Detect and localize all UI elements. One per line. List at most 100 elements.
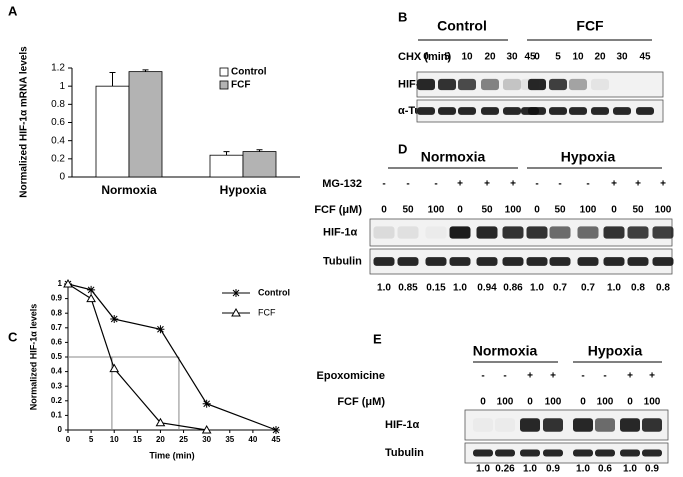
blot-band	[495, 449, 515, 457]
blot-band	[543, 418, 563, 432]
marker	[63, 278, 73, 288]
blot-band	[627, 226, 649, 239]
group-label: Hypoxia	[588, 343, 643, 359]
condition-label: MG-132	[322, 178, 362, 190]
blot-band	[577, 257, 599, 266]
blot-band	[627, 257, 649, 266]
panel-letter: E	[373, 331, 382, 346]
blot-band	[569, 107, 587, 115]
blot-band	[438, 107, 456, 115]
bar	[242, 151, 277, 178]
lane-label: 0	[423, 52, 429, 63]
x-tick-label: 45	[272, 435, 281, 444]
lane-label: 0	[627, 397, 633, 408]
lane-label: +	[510, 179, 516, 190]
legend-label: FCF	[231, 80, 250, 91]
y-tick-label: 0.7	[51, 323, 63, 332]
blot-band	[473, 449, 493, 457]
blot-band	[636, 107, 654, 115]
blot-band	[642, 418, 662, 432]
group-label: Control	[437, 18, 487, 34]
lane-label: 100	[545, 397, 562, 408]
blot-band	[642, 449, 662, 457]
bar	[209, 154, 244, 178]
marker	[272, 426, 280, 434]
blot-band	[481, 107, 499, 115]
quantification-label: 1.0	[476, 464, 490, 475]
lane-label: 100	[597, 397, 614, 408]
quantification-label: 0.15	[426, 283, 446, 294]
quantification-label: 1.0	[607, 283, 621, 294]
y-tick-label: 1.2	[51, 63, 65, 74]
lane-label: -	[382, 179, 385, 190]
marker	[201, 424, 212, 434]
lane-label: +	[484, 179, 490, 190]
lane-label: 100	[505, 205, 522, 216]
x-tick-label: 15	[133, 435, 142, 444]
bar	[95, 85, 130, 178]
blot-band	[426, 226, 447, 238]
marker	[202, 399, 211, 408]
condition-label: Epoxomicine	[317, 370, 385, 382]
x-tick-label: 30	[202, 435, 211, 444]
legend-label: Control	[258, 287, 290, 297]
blot-band	[458, 107, 476, 115]
legend-swatch	[219, 80, 229, 90]
blot-band	[503, 78, 521, 91]
lane-label: 0	[580, 397, 586, 408]
lane-label: 5	[444, 52, 450, 63]
group-label: Hypoxia	[561, 149, 616, 165]
lane-label: -	[503, 371, 506, 382]
lane-label: 20	[484, 52, 496, 63]
blot-band	[652, 257, 674, 266]
quantification-label: 0.6	[598, 464, 612, 475]
blot-band	[603, 226, 625, 239]
series-line	[67, 283, 277, 431]
row-label: Tubulin	[323, 255, 362, 267]
y-tick-label: 0.1	[51, 411, 63, 420]
blot-band	[573, 449, 593, 457]
blot-band	[476, 226, 498, 239]
lane-label: -	[434, 179, 437, 190]
y-tick-label: 0.4	[51, 367, 63, 376]
quantification-label: 0.86	[503, 283, 523, 294]
error-bar	[109, 72, 116, 87]
quantification-label: 0.26	[495, 464, 515, 475]
lane-label: 0	[527, 397, 533, 408]
lane-label: 0	[457, 205, 463, 216]
lane-label: +	[660, 179, 666, 190]
lane-label: 10	[572, 52, 584, 63]
y-tick-label: 0	[59, 172, 65, 183]
group-label: Normoxia	[421, 149, 486, 165]
lane-label: 5	[555, 52, 561, 63]
y-tick-label: 1	[59, 81, 65, 92]
quantification-label: 1.0	[623, 464, 637, 475]
lane-label: 20	[594, 52, 606, 63]
blot-band	[481, 78, 499, 91]
panel-letter: B	[398, 9, 407, 24]
y-tick-label: 0.2	[51, 396, 63, 405]
blot-band	[549, 226, 571, 239]
panel-letter: D	[398, 141, 407, 156]
legend-label: Control	[231, 67, 267, 78]
blot-band	[595, 418, 615, 432]
bar	[128, 71, 163, 178]
blot-band	[502, 257, 524, 266]
blot-band	[591, 78, 609, 91]
error-bar	[142, 69, 149, 72]
blot-band	[503, 107, 521, 115]
blot-band	[449, 257, 471, 266]
x-tick-label: 5	[89, 435, 94, 444]
x-tick-label: 10	[110, 435, 119, 444]
x-tick-label: 25	[179, 435, 188, 444]
blot-band	[526, 257, 548, 266]
blot-band	[417, 107, 435, 115]
blot-band	[417, 78, 435, 91]
quantification-label: 1.0	[576, 464, 590, 475]
lane-label: 50	[481, 205, 493, 216]
condition-label: FCF (μM)	[337, 396, 385, 408]
x-tick-label: 40	[248, 435, 257, 444]
blot-band	[591, 107, 609, 115]
quantification-label: 0.7	[553, 283, 567, 294]
blot-band	[603, 257, 625, 266]
